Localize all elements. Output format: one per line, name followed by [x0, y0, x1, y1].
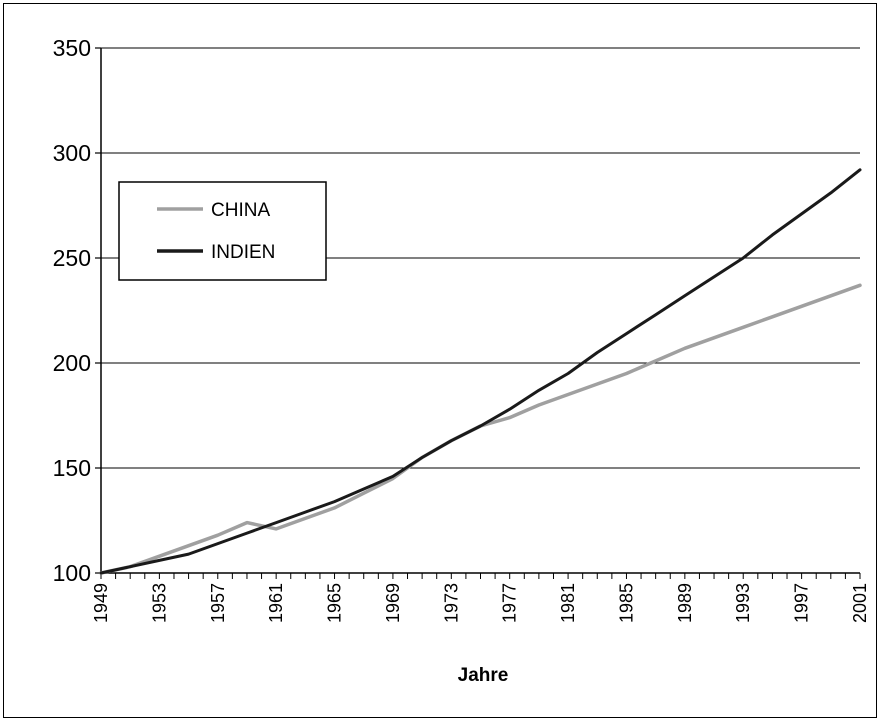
x-tick-label: 1957	[208, 583, 228, 623]
x-tick-label: 1965	[325, 583, 345, 623]
chart-frame	[3, 3, 877, 718]
x-tick-label: 1989	[675, 583, 695, 623]
x-tick-label: 1953	[149, 583, 169, 623]
series-lines	[99, 168, 862, 575]
y-tick-labels: 100 150 200 250 300 350	[53, 35, 91, 586]
legend-box	[118, 181, 327, 281]
y-tick-label: 350	[53, 35, 91, 61]
x-tick-label: 1997	[792, 583, 812, 623]
series-line-china	[99, 283, 862, 575]
x-tick-label: 1993	[733, 583, 753, 623]
x-tick-label: 1985	[616, 583, 636, 623]
x-tick-labels: 1949 1953 1957 1961 1965 1969 1973 1977 1981 1985…	[91, 583, 870, 623]
x-tick-label: 1949	[91, 583, 111, 623]
series-line-indien	[99, 168, 862, 575]
x-tick-label: 1973	[441, 583, 461, 623]
y-tick-label: 300	[53, 140, 91, 166]
y-tick-label: 150	[53, 455, 91, 481]
x-tick-label: 1961	[266, 583, 286, 623]
y-tick-label: 200	[53, 350, 91, 376]
legend: CHINA INDIEN	[118, 181, 327, 281]
y-tick-label: 250	[53, 245, 91, 271]
x-axis-title: Jahre	[458, 665, 509, 686]
axes	[95, 47, 861, 579]
x-tick-label: 1969	[383, 583, 403, 623]
x-tick-label: 1981	[558, 583, 578, 623]
y-tick-label: 100	[53, 560, 91, 586]
x-tick-label: 2001	[850, 583, 870, 623]
legend-label-china: CHINA	[211, 200, 270, 221]
legend-label-indien: INDIEN	[211, 242, 275, 263]
x-tick-label: 1977	[500, 583, 520, 623]
